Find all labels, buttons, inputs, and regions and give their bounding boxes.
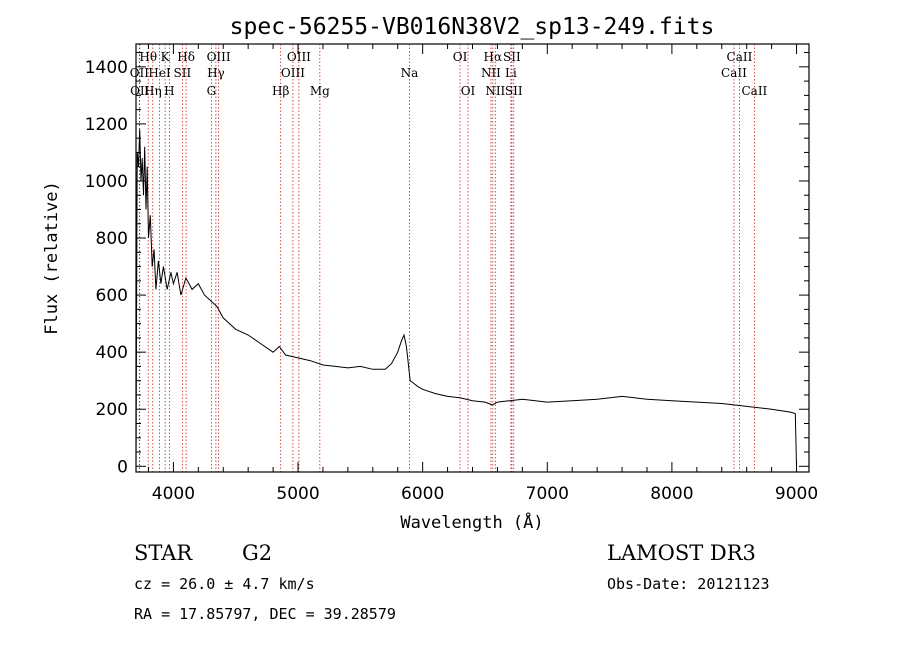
line-label-16: Na [401, 66, 419, 80]
spectrum-series [135, 129, 797, 467]
y-tick-label-1200: 1200 [85, 115, 128, 135]
x-axis-label: Wavelength (Å) [400, 511, 543, 533]
x-tick-label-8000: 8000 [650, 484, 693, 504]
object-class: STAR [134, 541, 193, 565]
line-label-15: Mg [310, 84, 330, 98]
x-tick-label-6000: 6000 [401, 484, 444, 504]
chart-title: spec-56255-VB016N38V2_sp13-249.fits [230, 14, 715, 40]
line-label-5: K [161, 50, 171, 64]
line-label-17: OI [453, 50, 468, 64]
line-label-19: NII [481, 66, 501, 80]
line-label-13: OIII [281, 66, 305, 80]
line-label-4: HeI [148, 66, 171, 80]
y-tick-label-600: 600 [96, 286, 128, 306]
y-tick-label-800: 800 [96, 229, 128, 249]
line-label-18: OI [461, 84, 476, 98]
x-tick-label-9000: 9000 [775, 484, 818, 504]
x-tick-label-4000: 4000 [152, 484, 195, 504]
coordinates-readout: RA = 17.85797, DEC = 39.28579 [134, 605, 396, 623]
observation-date: Obs-Date: 20121123 [607, 575, 770, 593]
line-label-10: Hγ [207, 66, 225, 80]
y-tick-label-1400: 1400 [85, 58, 128, 78]
line-label-26: CaII [727, 50, 753, 64]
survey-name: LAMOST DR3 [607, 541, 756, 565]
y-tick-label-400: 400 [96, 343, 128, 363]
line-label-11: OIII [207, 50, 231, 64]
series-line-flux [135, 129, 797, 467]
y-tick-label-200: 200 [96, 400, 128, 420]
plot-frame [135, 43, 810, 473]
y-tick-label-1000: 1000 [85, 172, 128, 192]
line-label-24: SII [505, 84, 523, 98]
line-label-1: OII [130, 84, 150, 98]
axis-ticks: 4000 5000 6000 7000 8000 9000 0 200 400 600 800 100… [85, 44, 818, 504]
line-label-14: OIII [287, 50, 311, 64]
line-label-25: CaII [721, 66, 747, 80]
line-label-12: Hβ [272, 84, 289, 98]
line-label-8: Hδ [177, 50, 195, 64]
x-tick-label-7000: 7000 [526, 484, 569, 504]
redshift-readout: cz = 26.0 ± 4.7 km/s [134, 575, 315, 593]
x-tick-label-5000: 5000 [276, 484, 319, 504]
line-label-7: SII [174, 66, 192, 80]
line-label-21: NII [485, 84, 505, 98]
line-label-22: Li [505, 66, 517, 80]
spectral-line-markers: OIIOIIHθHηHeIKHSIIHδGHγOIIIHβOIIIOIIIMgN… [130, 44, 768, 472]
line-label-27: CaII [741, 84, 767, 98]
line-label-2: Hθ [139, 50, 157, 64]
y-axis-label: Flux (relative) [42, 181, 62, 335]
line-label-9: G [207, 84, 217, 98]
line-label-3: Hη [144, 84, 162, 98]
object-subclass: G2 [242, 541, 272, 565]
line-label-20: Hα [484, 50, 503, 64]
y-tick-label-0: 0 [117, 457, 128, 477]
line-label-23: SII [503, 50, 521, 64]
line-label-6: H [164, 84, 174, 98]
